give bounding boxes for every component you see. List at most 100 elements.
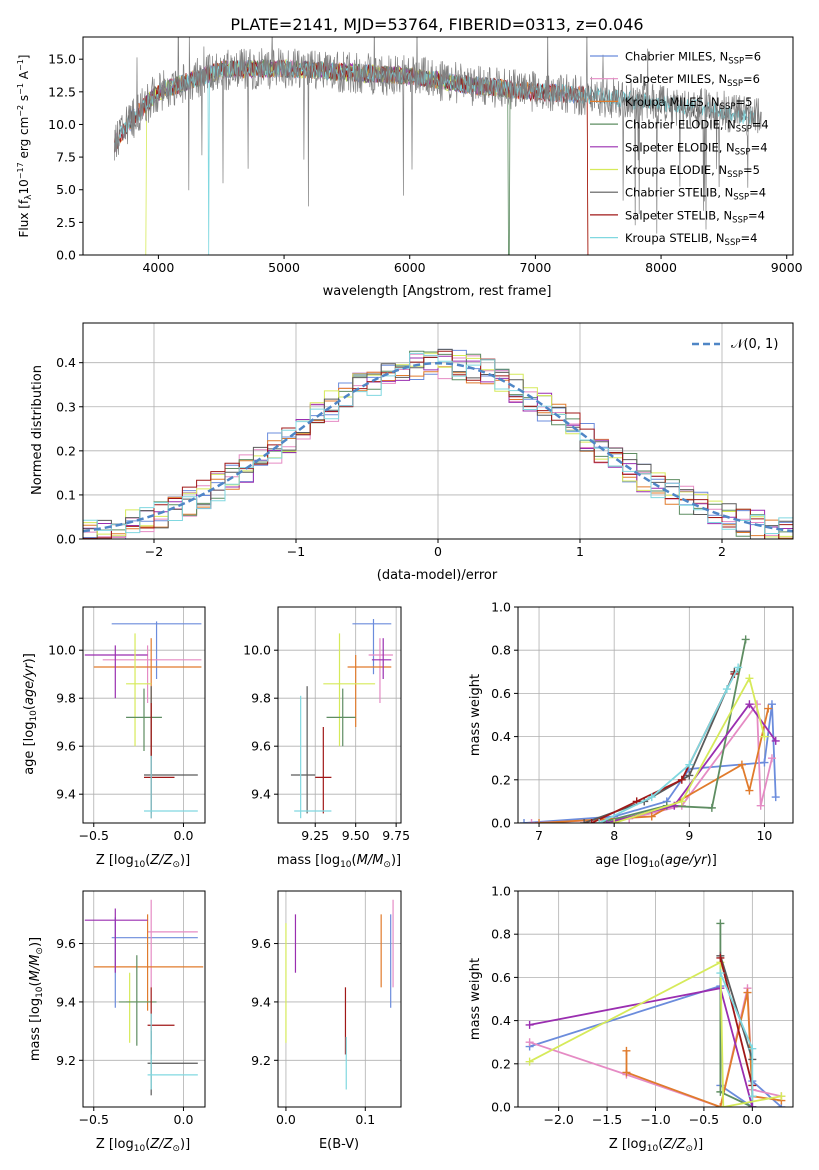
weight-marker [777, 1092, 786, 1101]
y-tick-label: 0.2 [491, 1056, 511, 1071]
y-tick-label: 10.0 [243, 643, 271, 658]
legend-subscript: SSP [732, 215, 748, 225]
y-tick-label: 0.6 [491, 970, 511, 985]
weight-marker [716, 953, 725, 962]
weight-vs-Z-panel: −2.0 −1.5 −1.0 −0.5 0.0 0.0 0.2 0.4 0.6 0.8 1.0 [491, 884, 794, 1127]
weight-marker [756, 801, 765, 810]
legend-suffix: =4 [749, 186, 766, 200]
y-tick-label: 0.4 [491, 729, 511, 744]
legend-label: Salpeter ELODIE, NSSP=4 [625, 140, 768, 157]
age-vs-mass-xlabel: mass [log10(M/M⊙)] [277, 853, 401, 870]
y-tick-label: 9.6 [251, 739, 271, 754]
weight-marker [535, 819, 544, 823]
x-tick-label: 0.0 [276, 1112, 296, 1127]
legend-subscript: SSP [736, 125, 752, 135]
legend-label: Chabrier ELODIE, NSSP=4 [625, 118, 769, 135]
weight-marker [734, 663, 743, 672]
weight-marker [587, 819, 596, 823]
spectrum-ylabel: Flux [fλ10−17 erg cm−2 s−1 A−1] [16, 55, 34, 238]
mass-vs-ebv-xlabel: E(B-V) [319, 1137, 359, 1152]
y-tick-label: 15.0 [48, 52, 76, 67]
y-tick-label: 9.6 [251, 936, 271, 951]
y-tick-label: 0.8 [491, 927, 511, 942]
x-tick-label: 0.1 [355, 1112, 375, 1127]
weight-marker [707, 803, 716, 812]
y-tick-label: 9.6 [56, 936, 76, 951]
weight-marker [748, 1092, 757, 1101]
x-tick-label: 7 [535, 828, 543, 843]
y-tick-label: 1.0 [491, 600, 511, 615]
weight-marker [771, 793, 780, 802]
x-tick-label: 0.0 [174, 828, 194, 843]
weight-vs-Z-ylabel: mass weight [468, 958, 483, 1040]
weight-line [719, 955, 754, 1060]
x-tick-label: 9 [685, 828, 693, 843]
x-tick-label: 0.0 [174, 1112, 194, 1127]
spectrum-title: PLATE=2141, MJD=53764, FIBERID=0313, z=0… [230, 15, 643, 34]
residuals-ylabel: Normed distribution [30, 365, 45, 495]
weight-marker [647, 812, 656, 821]
gaussian-curve [83, 361, 793, 533]
weight-marker [602, 819, 611, 823]
weight-marker [716, 919, 725, 928]
weight-line [529, 960, 782, 1107]
x-tick-label: 0 [434, 544, 442, 559]
y-tick-label: 9.6 [56, 739, 76, 754]
y-tick-label: 0.2 [56, 443, 76, 458]
x-tick-label: 7000 [519, 260, 551, 275]
mass-vs-Z-ylabel: mass [log10(M/M⊙)] [28, 937, 45, 1061]
weight-marker [760, 758, 769, 767]
axes-frame [277, 606, 402, 824]
x-tick-label: 9000 [771, 260, 803, 275]
weight-line [529, 984, 782, 1107]
legend-suffix: =5 [735, 95, 752, 109]
legend-subscript: SSP [727, 79, 743, 89]
weight-marker [741, 635, 750, 644]
y-tick-label: 0.2 [491, 772, 511, 787]
y-tick-label: 9.8 [56, 691, 76, 706]
y-tick-label: 0.6 [491, 686, 511, 701]
weight-marker [743, 988, 752, 997]
weight-marker [764, 704, 773, 713]
weight-marker [760, 732, 769, 741]
y-tick-label: 9.2 [251, 1053, 271, 1068]
weight-marker [622, 1068, 631, 1077]
x-tick-label: 1 [576, 544, 584, 559]
residuals-panel: −2 −1 0 1 2 0.0 0.1 0.2 0.3 0.4 (data-model)/erro… [30, 322, 794, 583]
axes-frame [82, 606, 206, 824]
plot-area [525, 919, 786, 1107]
weight-marker [525, 1057, 534, 1066]
x-tick-label: 4000 [142, 260, 174, 275]
plot-area [83, 348, 793, 539]
histogram-step [83, 352, 793, 539]
y-tick-label: 7.5 [56, 150, 76, 165]
x-tick-label: 9.25 [301, 828, 329, 843]
legend-label: Chabrier STELIB, NSSP=4 [625, 186, 766, 203]
legend-label: Kroupa STELIB, NSSP=4 [625, 231, 757, 248]
weight-marker [647, 793, 656, 802]
y-tick-label: 5.0 [56, 182, 76, 197]
weight-marker [771, 736, 780, 745]
y-tick-label: 9.2 [56, 1053, 76, 1068]
plot-area [84, 621, 202, 819]
weight-marker [595, 819, 604, 823]
y-tick-label: 0.4 [491, 1013, 511, 1028]
weight-marker [745, 674, 754, 683]
weight-marker [737, 760, 746, 769]
weight-vs-age-panel: 7 8 9 10 0.0 0.2 0.4 0.6 0.8 1.0 [491, 600, 794, 843]
legend-subscript: SSP [733, 193, 749, 203]
x-tick-label: 0.0 [742, 1112, 762, 1127]
plot-area [114, 37, 762, 255]
legend-suffix: =4 [748, 208, 765, 222]
plot-area [84, 899, 204, 1096]
age-vs-mass-panel: 9.25 9.50 9.75 9.4 9.6 9.8 10.0 [243, 606, 410, 843]
residuals-legend: 𝒩(0, 1) [692, 337, 778, 352]
weight-marker [580, 819, 589, 823]
mass-vs-Z-panel: −0.5 0.0 9.2 9.4 9.6 [56, 890, 206, 1127]
x-tick-label: 5000 [268, 260, 300, 275]
legend-subscript: SSP [720, 102, 736, 112]
weight-marker [719, 1103, 728, 1107]
x-tick-label: 9.50 [342, 828, 370, 843]
weight-marker [527, 819, 536, 823]
